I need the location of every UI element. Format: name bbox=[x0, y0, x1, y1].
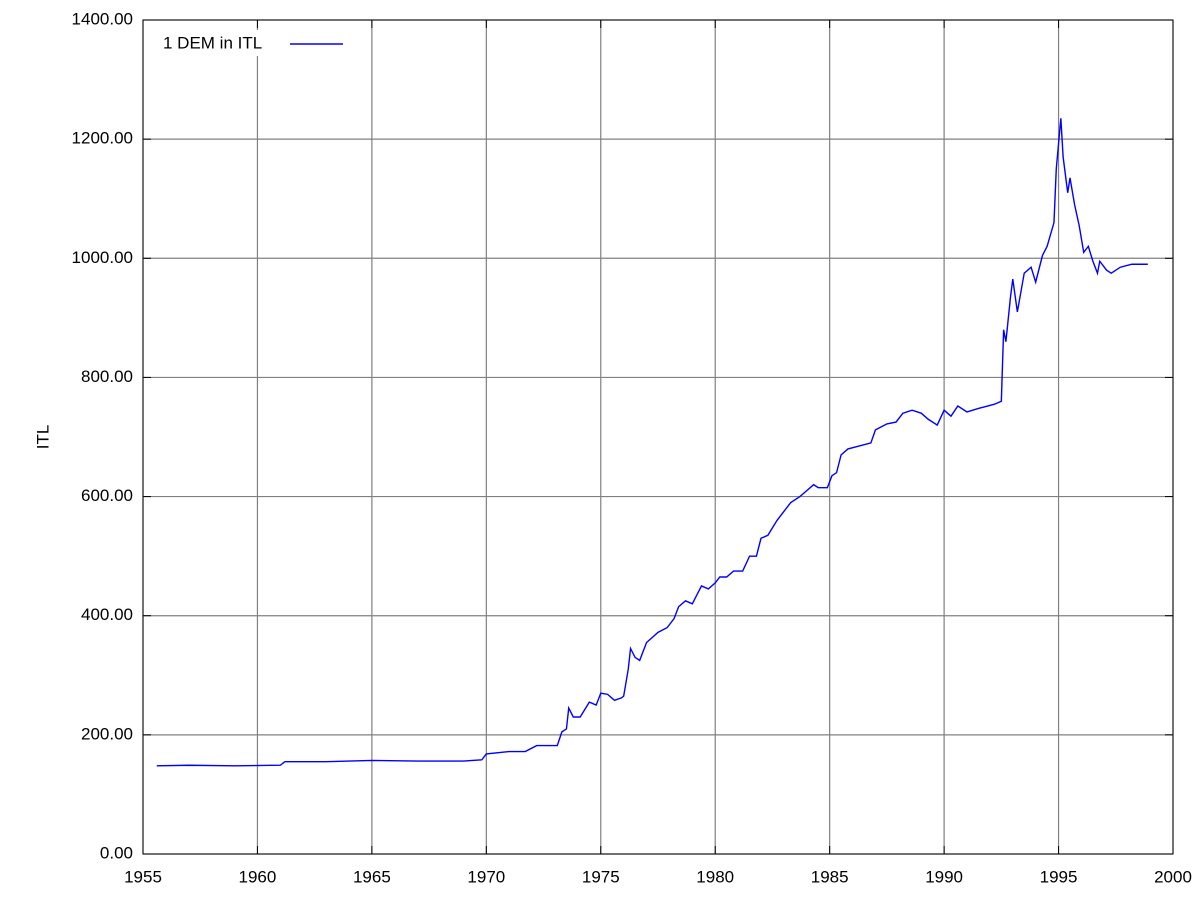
data-line bbox=[156, 118, 1148, 767]
x-tick-label: 1980 bbox=[696, 867, 734, 886]
plot-frame bbox=[142, 19, 1174, 855]
y-tick-label: 800.00 bbox=[81, 367, 133, 386]
y-axis-label: ITL bbox=[33, 425, 52, 450]
y-tick-label: 1000.00 bbox=[72, 248, 133, 267]
x-tick-label: 1990 bbox=[925, 867, 963, 886]
y-tick-label: 600.00 bbox=[81, 486, 133, 505]
x-tick-label: 1985 bbox=[811, 867, 849, 886]
x-tick-label: 1970 bbox=[467, 867, 505, 886]
x-tick-label: 1995 bbox=[1040, 867, 1078, 886]
x-tick-label: 1975 bbox=[582, 867, 620, 886]
x-tick-label: 1965 bbox=[353, 867, 391, 886]
x-tick-label: 1960 bbox=[239, 867, 277, 886]
y-tick-label: 1400.00 bbox=[72, 9, 133, 28]
x-tick-label: 2000 bbox=[1154, 867, 1192, 886]
x-tick-label: 1955 bbox=[124, 867, 162, 886]
legend-box bbox=[155, 30, 355, 56]
y-tick-label: 400.00 bbox=[81, 605, 133, 624]
y-tick-label: 200.00 bbox=[81, 724, 133, 743]
legend-label: 1 DEM in ITL bbox=[163, 33, 262, 52]
y-tick-label: 1200.00 bbox=[72, 129, 133, 148]
y-tick-label: 0.00 bbox=[100, 843, 133, 862]
